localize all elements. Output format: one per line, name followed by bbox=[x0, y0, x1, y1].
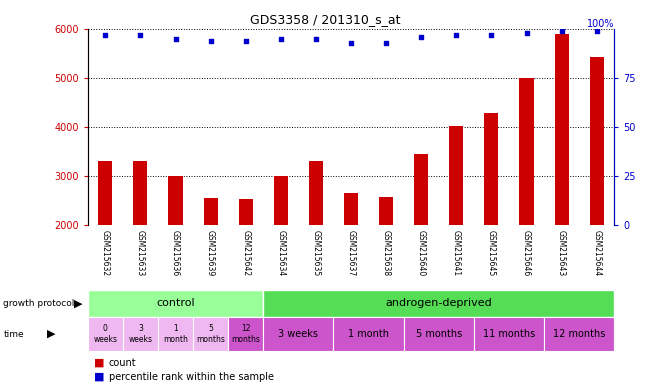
Text: ■: ■ bbox=[94, 372, 105, 382]
Point bbox=[311, 36, 321, 42]
Text: percentile rank within the sample: percentile rank within the sample bbox=[109, 372, 274, 382]
Text: 100%: 100% bbox=[587, 19, 614, 29]
Text: GSM215640: GSM215640 bbox=[417, 230, 426, 276]
Text: GSM215633: GSM215633 bbox=[136, 230, 145, 276]
Text: 5 months: 5 months bbox=[415, 329, 462, 339]
Bar bbox=[133, 162, 148, 323]
Bar bbox=[158, 317, 193, 351]
Text: GSM215643: GSM215643 bbox=[557, 230, 566, 276]
Point bbox=[205, 38, 216, 44]
Text: 0
weeks: 0 weeks bbox=[94, 324, 117, 344]
Bar bbox=[590, 57, 604, 323]
Point bbox=[240, 38, 251, 44]
Point bbox=[486, 31, 497, 38]
Text: 11 months: 11 months bbox=[483, 329, 535, 339]
Point bbox=[170, 36, 181, 42]
Point bbox=[416, 33, 426, 40]
Text: ▶: ▶ bbox=[47, 329, 55, 339]
Text: GSM215638: GSM215638 bbox=[382, 230, 391, 276]
Bar bbox=[333, 317, 404, 351]
Text: 1 month: 1 month bbox=[348, 329, 389, 339]
Bar bbox=[193, 317, 228, 351]
Point bbox=[381, 40, 391, 46]
Point bbox=[135, 31, 146, 38]
Bar bbox=[474, 317, 544, 351]
Point bbox=[451, 31, 462, 38]
Text: GSM215642: GSM215642 bbox=[241, 230, 250, 276]
Bar bbox=[414, 154, 428, 323]
Point bbox=[276, 36, 286, 42]
Text: count: count bbox=[109, 358, 136, 368]
Point bbox=[556, 28, 567, 34]
Bar bbox=[484, 113, 499, 323]
Text: ■: ■ bbox=[94, 358, 105, 368]
Bar bbox=[519, 78, 534, 323]
Bar bbox=[203, 198, 218, 323]
Bar bbox=[88, 317, 123, 351]
Point bbox=[346, 40, 356, 46]
Text: 12 months: 12 months bbox=[553, 329, 605, 339]
Bar bbox=[239, 199, 253, 323]
Bar bbox=[554, 34, 569, 323]
Bar bbox=[544, 317, 614, 351]
Text: GSM215641: GSM215641 bbox=[452, 230, 461, 276]
Text: GSM215636: GSM215636 bbox=[171, 230, 180, 276]
Text: 3
weeks: 3 weeks bbox=[129, 324, 152, 344]
Text: GSM215645: GSM215645 bbox=[487, 230, 496, 276]
Text: 12
months: 12 months bbox=[231, 324, 260, 344]
Text: GSM215637: GSM215637 bbox=[346, 230, 356, 276]
Text: GSM215635: GSM215635 bbox=[311, 230, 320, 276]
Text: GSM215639: GSM215639 bbox=[206, 230, 215, 276]
Bar bbox=[88, 290, 263, 317]
Bar bbox=[228, 317, 263, 351]
Point bbox=[100, 31, 110, 38]
Bar bbox=[449, 126, 463, 323]
Bar bbox=[379, 197, 393, 323]
Text: GSM215646: GSM215646 bbox=[522, 230, 531, 276]
Bar bbox=[344, 193, 358, 323]
Text: time: time bbox=[3, 329, 24, 339]
Text: 5
months: 5 months bbox=[196, 324, 225, 344]
Bar bbox=[168, 176, 183, 323]
Text: GSM215632: GSM215632 bbox=[101, 230, 110, 276]
Point bbox=[521, 30, 532, 36]
Bar bbox=[123, 317, 158, 351]
Bar bbox=[98, 161, 112, 323]
Bar bbox=[309, 161, 323, 323]
Text: GDS3358 / 201310_s_at: GDS3358 / 201310_s_at bbox=[250, 13, 400, 26]
Bar bbox=[274, 176, 288, 323]
Bar bbox=[404, 317, 474, 351]
Text: 1
month: 1 month bbox=[163, 324, 188, 344]
Text: ▶: ▶ bbox=[74, 298, 83, 308]
Text: GSM215634: GSM215634 bbox=[276, 230, 285, 276]
Bar bbox=[263, 290, 614, 317]
Point bbox=[592, 28, 602, 34]
Text: androgen-deprived: androgen-deprived bbox=[385, 298, 492, 308]
Text: GSM215644: GSM215644 bbox=[592, 230, 601, 276]
Text: 3 weeks: 3 weeks bbox=[278, 329, 318, 339]
Bar bbox=[263, 317, 333, 351]
Text: control: control bbox=[156, 298, 195, 308]
Text: growth protocol: growth protocol bbox=[3, 299, 75, 308]
